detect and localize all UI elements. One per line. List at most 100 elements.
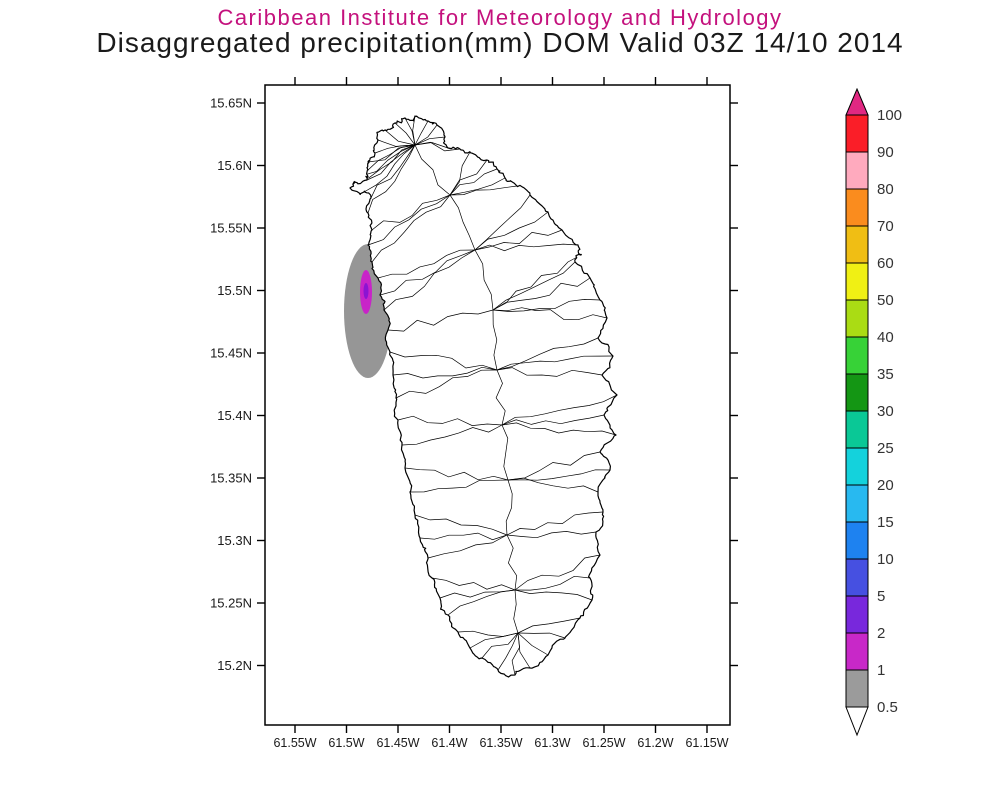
ridge-line [505, 479, 513, 536]
watershed-line [367, 144, 416, 214]
watershed-line [457, 630, 519, 637]
watershed-line [371, 194, 451, 231]
watershed-line [507, 469, 611, 481]
watershed-line [401, 424, 503, 446]
watershed-line [414, 141, 461, 152]
institute-title: Caribbean Institute for Meteorology and … [217, 5, 783, 30]
colorbar-label: 60 [877, 255, 894, 272]
watershed-line [387, 309, 494, 332]
x-axis-label: 61.45W [376, 736, 419, 750]
watershed-boundaries [350, 116, 617, 676]
y-axis-label: 15.25N [210, 596, 252, 611]
watershed-line [377, 139, 416, 147]
watershed-line [392, 366, 498, 379]
ridge-line [495, 369, 506, 426]
colorbar-segment [845, 521, 869, 560]
colorbar-segment [845, 262, 869, 301]
watershed-line [414, 124, 438, 146]
x-axis-label: 61.15W [685, 736, 728, 750]
colorbar-label: 50 [877, 292, 894, 309]
y-axis-label: 15.6N [217, 158, 252, 173]
watershed-line [389, 351, 498, 371]
watershed-line [377, 249, 476, 279]
colorbar-segment [845, 669, 869, 708]
x-axis-label: 61.5W [328, 736, 364, 750]
watershed-line [370, 144, 416, 199]
x-axis-label: 61.25W [582, 736, 625, 750]
watershed-line [501, 422, 617, 436]
y-axis-label: 15.5N [217, 283, 252, 298]
colorbar-label: 0.5 [877, 699, 898, 716]
ridge-line [474, 249, 494, 311]
watershed-line [395, 369, 498, 399]
ridge-line [513, 589, 519, 634]
watershed-line [517, 632, 549, 656]
watershed-line [514, 554, 601, 591]
watershed-line [394, 122, 416, 146]
y-axis-label: 15.65N [210, 96, 252, 111]
watershed-line [474, 211, 549, 251]
watershed-line [497, 632, 519, 671]
watershed-line [419, 532, 508, 541]
colorbar-segment [845, 632, 869, 671]
colorbar-segment [845, 410, 869, 449]
x-axis-label: 61.3W [534, 736, 570, 750]
watershed-line [367, 144, 416, 163]
colorbar-label: 30 [877, 403, 894, 420]
colorbar-label: 25 [877, 440, 894, 457]
colorbar-above-max-triangle [845, 88, 869, 116]
watershed-line [514, 589, 593, 601]
colorbar-label: 5 [877, 588, 885, 605]
y-axis-label: 15.4N [217, 408, 252, 423]
colorbar-segment [845, 225, 869, 264]
y-axis-label: 15.2N [217, 658, 252, 673]
watershed-line [383, 249, 476, 311]
watershed-line [439, 589, 516, 599]
watershed-line [496, 367, 603, 377]
watershed-line [371, 194, 451, 263]
colorbar-label: 1 [877, 662, 885, 679]
colorbar-segment [845, 151, 869, 190]
ridge-line [414, 144, 451, 196]
ridge-line [501, 424, 509, 481]
y-axis-label: 15.55N [210, 221, 252, 236]
watershed-line [449, 168, 498, 196]
colorbar-segment [845, 373, 869, 412]
watershed-line [404, 117, 416, 146]
colorbar-segment [845, 484, 869, 523]
plot-title: Disaggregated precipitation(mm) DOM Vali… [96, 27, 904, 58]
watershed-line [514, 575, 591, 591]
colorbar-label: 10 [877, 551, 894, 568]
watershed-line [492, 307, 608, 321]
watershed-line [384, 129, 416, 146]
watershed-line [474, 194, 531, 251]
y-axis-label: 15.35N [210, 471, 252, 486]
watershed-line [449, 159, 488, 196]
watershed-line [367, 194, 451, 246]
y-axis-label: 15.3N [217, 533, 252, 548]
colorbar-segment [845, 447, 869, 486]
watershed-line [449, 177, 506, 196]
colorbar-label: 20 [877, 477, 894, 494]
x-axis-label: 61.4W [431, 736, 467, 750]
colorbar-segment [845, 336, 869, 375]
colorbar-label: 100 [877, 107, 902, 124]
ridge-line [492, 309, 498, 371]
watershed-line [409, 479, 509, 493]
colorbar-legend: 100 90 80 70 60 50 40 35 30 25 20 15 10 5 2 1 0.5 [845, 88, 902, 737]
watershed-line [481, 632, 519, 659]
y-axis-label: 15.45N [210, 346, 252, 361]
watershed-line [511, 632, 520, 676]
watershed-line [492, 254, 582, 311]
watershed-line [506, 531, 597, 539]
colorbar-label: 80 [877, 181, 894, 198]
precip-contour-core [363, 283, 369, 299]
colorbar-label: 35 [877, 366, 894, 383]
watershed-line [496, 337, 599, 371]
watershed-line [414, 120, 429, 146]
colorbar-label: 40 [877, 329, 894, 346]
watershed-line [507, 477, 599, 493]
watershed-line [414, 136, 446, 146]
colorbar-label: 2 [877, 625, 885, 642]
